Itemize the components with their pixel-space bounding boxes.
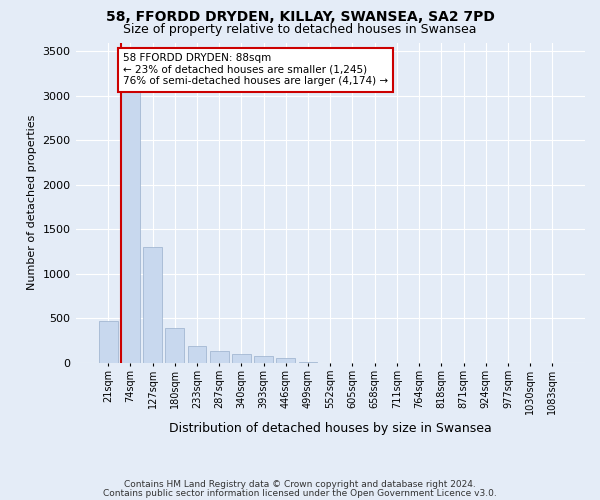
Bar — [210, 352, 229, 363]
X-axis label: Distribution of detached houses by size in Swansea: Distribution of detached houses by size … — [169, 422, 491, 435]
Bar — [277, 358, 295, 363]
Text: Contains HM Land Registry data © Crown copyright and database right 2024.: Contains HM Land Registry data © Crown c… — [124, 480, 476, 489]
Text: Size of property relative to detached houses in Swansea: Size of property relative to detached ho… — [123, 22, 477, 36]
Text: 58, FFORDD DRYDEN, KILLAY, SWANSEA, SA2 7PD: 58, FFORDD DRYDEN, KILLAY, SWANSEA, SA2 … — [106, 10, 494, 24]
Bar — [166, 328, 184, 363]
Bar — [188, 346, 206, 363]
Y-axis label: Number of detached properties: Number of detached properties — [27, 115, 37, 290]
Bar — [98, 321, 118, 363]
Text: 58 FFORDD DRYDEN: 88sqm
← 23% of detached houses are smaller (1,245)
76% of semi: 58 FFORDD DRYDEN: 88sqm ← 23% of detache… — [123, 53, 388, 86]
Bar — [121, 92, 140, 363]
Text: Contains public sector information licensed under the Open Government Licence v3: Contains public sector information licen… — [103, 488, 497, 498]
Bar — [232, 354, 251, 363]
Bar — [254, 356, 273, 363]
Bar — [143, 247, 162, 363]
